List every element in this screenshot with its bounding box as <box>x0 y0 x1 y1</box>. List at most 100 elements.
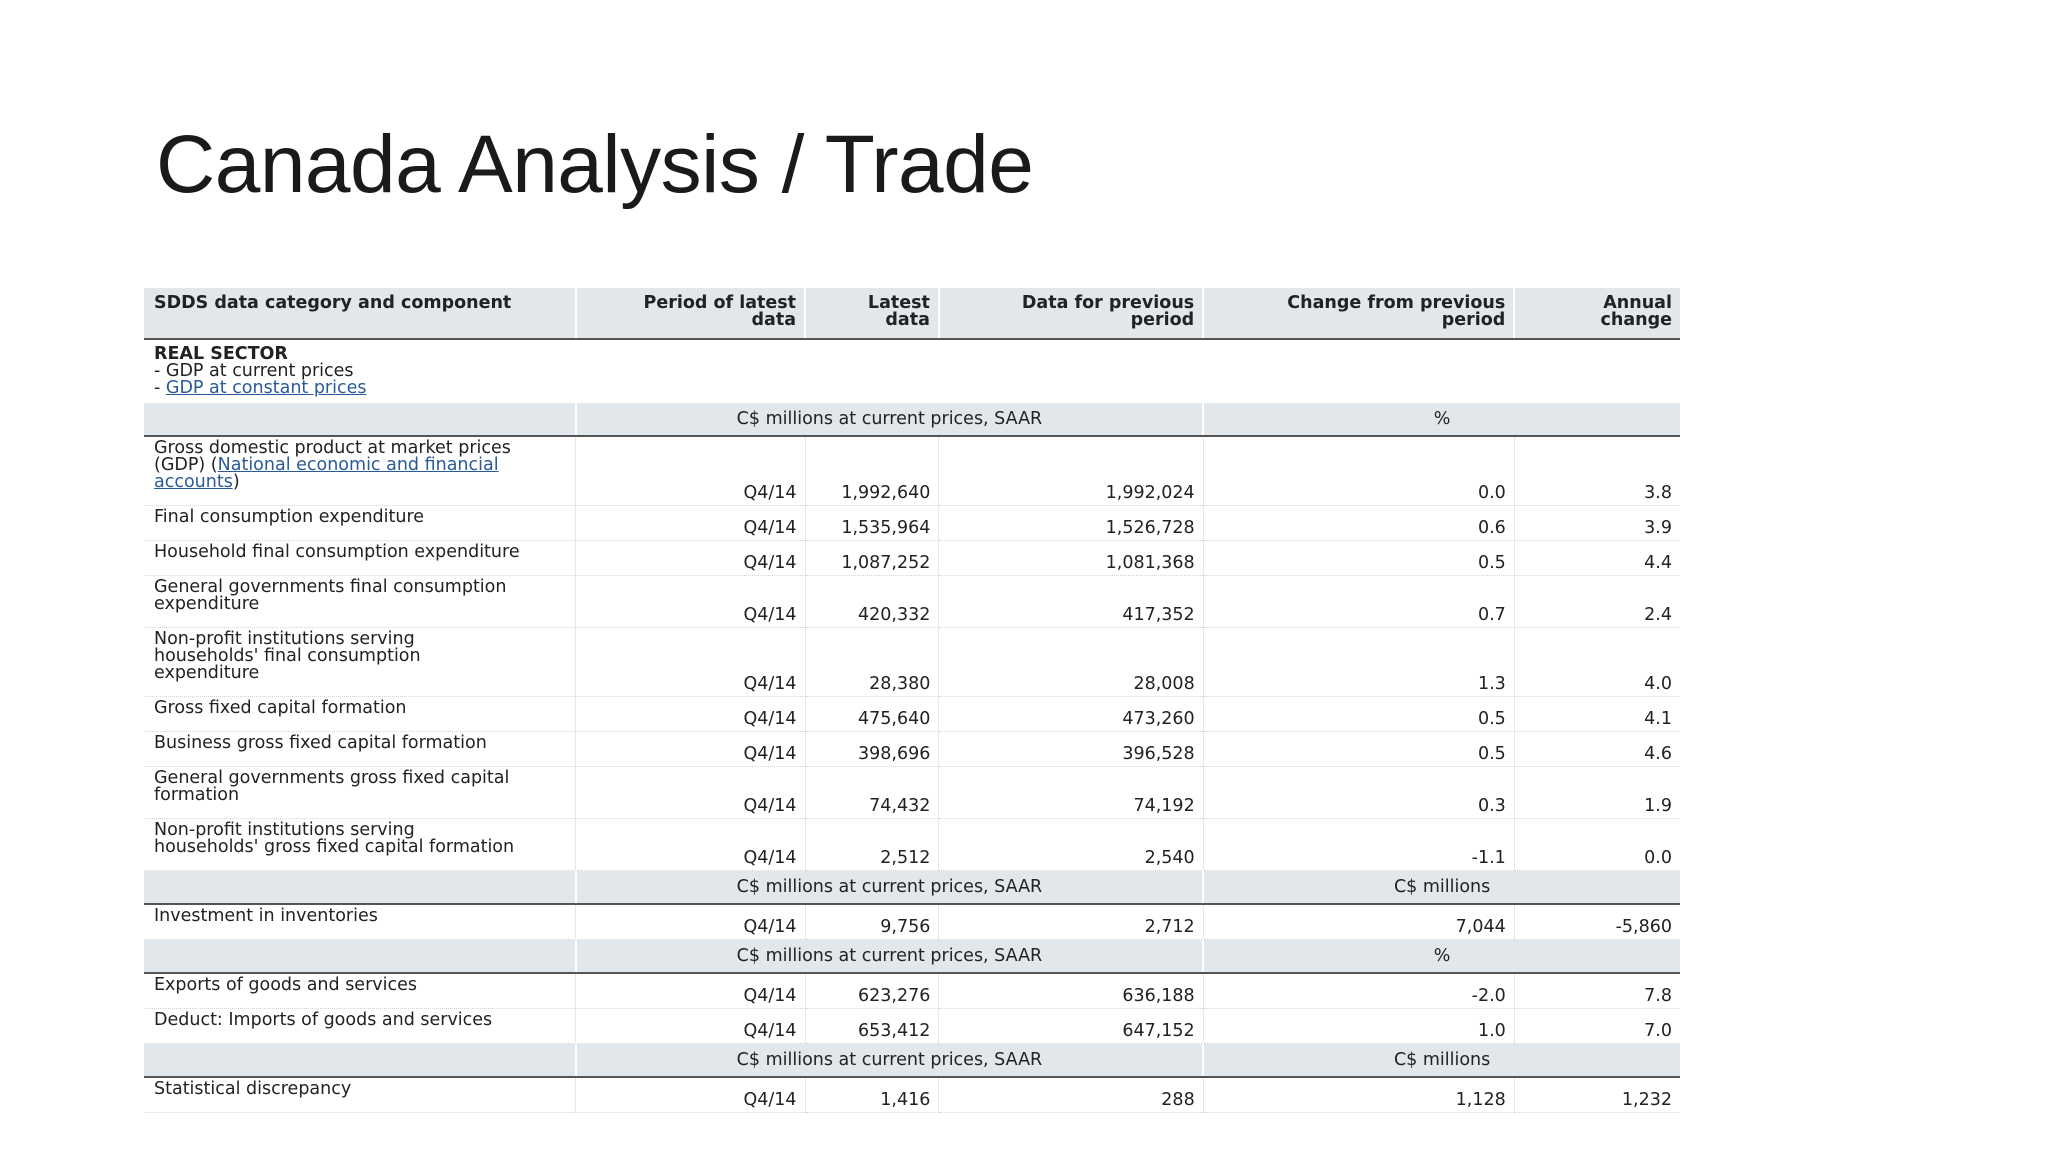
cell-latest: 28,380 <box>804 627 939 697</box>
cell-latest: 1,087,252 <box>804 540 939 576</box>
unit-current-prices: C$ millions at current prices, SAAR <box>574 403 1204 437</box>
cell-latest: 1,535,964 <box>804 505 939 541</box>
cell-latest: 1,992,640 <box>804 436 939 506</box>
gdp-constant-prices-link[interactable]: GDP at constant prices <box>165 378 367 398</box>
table-row: General governments final consumption exp… <box>144 575 1680 628</box>
header-category: SDDS data category and component <box>144 288 576 340</box>
cell-latest: 398,696 <box>804 731 939 767</box>
cell-annual: 4.4 <box>1513 540 1680 576</box>
table-row: Exports of goods and services Q4/14 623,… <box>144 973 1680 1009</box>
cell-latest: 9,756 <box>804 904 939 940</box>
cell-annual: 3.8 <box>1513 436 1680 506</box>
header-previous: Data for previous period <box>937 288 1204 340</box>
cell-annual: 0.0 <box>1513 818 1680 871</box>
table-row: Gross fixed capital formation Q4/14 475,… <box>144 696 1680 732</box>
cell-latest: 623,276 <box>804 973 939 1009</box>
row-label: Exports of goods and services <box>144 973 576 1009</box>
cell-previous: 647,152 <box>938 1008 1204 1044</box>
cell-change: 0.0 <box>1202 436 1515 506</box>
header-annual: Annual change <box>1513 288 1680 340</box>
cell-period: Q4/14 <box>575 731 806 767</box>
cell-period: Q4/14 <box>575 973 806 1009</box>
table-row: Deduct: Imports of goods and services Q4… <box>144 1008 1680 1044</box>
sector-item-current: - GDP at current prices <box>154 361 354 381</box>
cell-change: 0.3 <box>1202 766 1515 819</box>
cell-period: Q4/14 <box>575 1008 806 1044</box>
cell-annual: 4.6 <box>1513 731 1680 767</box>
cell-change: 1.0 <box>1202 1008 1515 1044</box>
table-row: Gross domestic product at market prices(… <box>144 436 1680 506</box>
cell-latest: 653,412 <box>804 1008 939 1044</box>
cell-annual: 2.4 <box>1513 575 1680 628</box>
cell-previous: 417,352 <box>938 575 1204 628</box>
row-label: Investment in inventories <box>144 904 576 940</box>
cell-previous: 636,188 <box>938 973 1204 1009</box>
unit-percent: % <box>1202 403 1680 437</box>
header-latest: Latest data <box>804 288 939 340</box>
table-row: Final consumption expenditure Q4/14 1,53… <box>144 505 1680 541</box>
unit-percent: % <box>1202 939 1680 974</box>
header-change: Change from previous period <box>1202 288 1515 340</box>
sdds-real-sector-table: SDDS data category and component Period … <box>144 288 1680 1113</box>
cell-change: 1,128 <box>1202 1077 1515 1113</box>
unit-row: C$ millions at current prices, SAAR % <box>144 939 1680 974</box>
row-label: Household final consumption expenditure <box>144 540 576 576</box>
cell-latest: 420,332 <box>804 575 939 628</box>
unit-current-prices: C$ millions at current prices, SAAR <box>574 870 1204 905</box>
cell-latest: 1,416 <box>804 1077 939 1113</box>
cell-previous: 473,260 <box>938 696 1204 732</box>
cell-change: 1.3 <box>1202 627 1515 697</box>
table-header-row: SDDS data category and component Period … <box>144 288 1680 340</box>
cell-annual: 7.8 <box>1513 973 1680 1009</box>
cell-change: 0.5 <box>1202 540 1515 576</box>
row-label: Non-profit institutions serving household… <box>144 818 576 871</box>
cell-annual: 1,232 <box>1513 1077 1680 1113</box>
cell-change: 0.5 <box>1202 696 1515 732</box>
cell-previous: 396,528 <box>938 731 1204 767</box>
table-row: Investment in inventories Q4/14 9,756 2,… <box>144 904 1680 940</box>
unit-row: C$ millions at current prices, SAAR % <box>144 403 1680 437</box>
cell-period: Q4/14 <box>575 904 806 940</box>
cell-period: Q4/14 <box>575 818 806 871</box>
row-label: General governments gross fixed capital f… <box>144 766 576 819</box>
sector-item-constant: - GDP at constant prices <box>154 378 367 398</box>
sector-title: REAL SECTOR <box>154 344 288 364</box>
cell-change: -1.1 <box>1202 818 1515 871</box>
cell-change: 0.5 <box>1202 731 1515 767</box>
cell-annual: 7.0 <box>1513 1008 1680 1044</box>
table-row: General governments gross fixed capital f… <box>144 766 1680 819</box>
cell-period: Q4/14 <box>575 1077 806 1113</box>
unit-current-prices: C$ millions at current prices, SAAR <box>574 1043 1204 1078</box>
national-accounts-link[interactable]: National economic and financial accounts <box>154 455 499 492</box>
cell-annual: 4.0 <box>1513 627 1680 697</box>
slide-title: Canada Analysis / Trade <box>156 119 1034 210</box>
row-label: Non-profit institutions serving household… <box>144 627 576 697</box>
cell-previous: 74,192 <box>938 766 1204 819</box>
cell-period: Q4/14 <box>575 575 806 628</box>
sector-row: REAL SECTOR - GDP at current prices - GD… <box>144 339 1680 403</box>
row-label: Statistical discrepancy <box>144 1077 576 1113</box>
cell-period: Q4/14 <box>575 766 806 819</box>
cell-latest: 2,512 <box>804 818 939 871</box>
unit-millions: C$ millions <box>1202 1043 1680 1078</box>
cell-previous: 1,081,368 <box>938 540 1204 576</box>
row-label: Deduct: Imports of goods and services <box>144 1008 576 1044</box>
cell-previous: 2,540 <box>938 818 1204 871</box>
cell-annual: 4.1 <box>1513 696 1680 732</box>
cell-previous: 28,008 <box>938 627 1204 697</box>
row-label: Business gross fixed capital formation <box>144 731 576 767</box>
cell-previous: 1,526,728 <box>938 505 1204 541</box>
cell-period: Q4/14 <box>575 505 806 541</box>
cell-change: -2.0 <box>1202 973 1515 1009</box>
cell-latest: 475,640 <box>804 696 939 732</box>
cell-annual: 3.9 <box>1513 505 1680 541</box>
table-row: Household final consumption expenditure … <box>144 540 1680 576</box>
cell-period: Q4/14 <box>575 627 806 697</box>
cell-annual: 1.9 <box>1513 766 1680 819</box>
sector-cell: REAL SECTOR - GDP at current prices - GD… <box>144 339 1680 403</box>
row-label: Final consumption expenditure <box>144 505 576 541</box>
cell-previous: 1,992,024 <box>938 436 1204 506</box>
cell-latest: 74,432 <box>804 766 939 819</box>
cell-period: Q4/14 <box>575 540 806 576</box>
table-row: Non-profit institutions serving household… <box>144 627 1680 697</box>
